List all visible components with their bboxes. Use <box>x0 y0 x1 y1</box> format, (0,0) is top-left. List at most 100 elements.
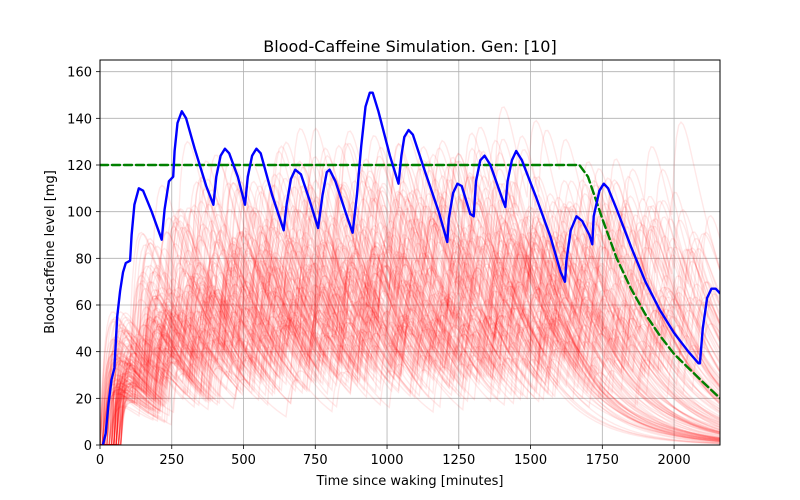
population-curve <box>100 339 720 445</box>
population-curve <box>100 211 720 445</box>
x-tick-label: 1250 <box>442 453 475 468</box>
population-curve <box>100 286 720 445</box>
population-curve <box>100 106 720 445</box>
population-curve <box>100 316 720 445</box>
population-curve <box>100 295 720 445</box>
population-curve <box>100 260 720 445</box>
population-curve <box>100 134 720 445</box>
population-curve <box>100 295 720 445</box>
x-tick-label: 1000 <box>370 453 403 468</box>
population-curve <box>100 228 720 445</box>
population-curve <box>100 210 720 445</box>
plot-frame <box>99 59 721 446</box>
population-curve <box>100 237 720 445</box>
x-tick-label: 2000 <box>658 453 691 468</box>
population-curve <box>100 340 720 445</box>
population-curve <box>100 208 720 445</box>
population-curve <box>100 224 720 445</box>
population-curve <box>100 309 720 445</box>
population-curve <box>100 264 720 445</box>
population-curve <box>100 232 720 445</box>
population-curve <box>100 263 720 445</box>
population-curve <box>100 304 720 445</box>
population-curve <box>100 223 720 445</box>
target-curve <box>100 163 720 400</box>
population-curve <box>100 219 720 445</box>
population-curve <box>100 147 720 445</box>
population-curve <box>100 315 720 445</box>
plot-background <box>100 60 720 445</box>
population-curve <box>100 142 720 445</box>
population-curve <box>100 226 720 445</box>
population-curve <box>100 231 720 445</box>
population-curve <box>100 207 720 445</box>
population-curve <box>100 313 720 445</box>
population-curve <box>100 175 720 445</box>
population-curve <box>100 266 720 445</box>
population-curve <box>100 309 720 445</box>
population-curve <box>100 316 720 445</box>
population-curve <box>100 166 720 445</box>
population-curve <box>100 278 720 445</box>
population-curve <box>100 145 720 445</box>
population-curve <box>100 290 720 445</box>
population-curve <box>100 294 720 445</box>
population-curve <box>100 282 720 445</box>
y-tick-label: 0 <box>84 439 92 454</box>
population-curve <box>100 252 720 445</box>
population-curve <box>100 179 720 445</box>
population-curve <box>100 188 720 445</box>
population-curve <box>100 260 720 445</box>
population-curve <box>100 258 720 445</box>
population-curve <box>100 290 720 445</box>
population-curve <box>100 325 720 445</box>
population-curve <box>100 241 720 445</box>
population-curve <box>100 158 720 445</box>
population-curve <box>100 129 720 445</box>
population-curve <box>100 195 720 445</box>
population-curve <box>100 237 720 445</box>
population-curve <box>100 246 720 445</box>
population-curve <box>100 180 720 445</box>
population-curve <box>100 314 720 445</box>
population-curve <box>100 212 720 445</box>
population-curve <box>100 196 720 445</box>
y-tick-label: 140 <box>67 112 92 127</box>
population-curve <box>100 263 720 445</box>
population-curve <box>100 209 720 445</box>
population-curve <box>100 250 720 445</box>
population-curve <box>100 271 720 445</box>
population-curve <box>100 192 720 445</box>
population-curve <box>100 212 720 445</box>
y-tick-label: 100 <box>67 206 92 221</box>
population-curve <box>100 280 720 445</box>
population-curve <box>100 284 720 445</box>
population-curve <box>100 252 720 445</box>
population-curve <box>100 253 720 445</box>
population-curve <box>100 319 720 445</box>
population-curve <box>100 146 720 445</box>
population-curve <box>100 236 720 445</box>
population-curve <box>100 142 720 445</box>
population-curve <box>100 254 720 445</box>
population-curve <box>100 315 720 445</box>
population-curve <box>100 160 720 445</box>
population-curve <box>100 198 720 445</box>
population-curve <box>100 191 720 445</box>
x-tick-label: 1750 <box>586 453 619 468</box>
population-curve <box>100 284 720 445</box>
x-tick-label: 500 <box>231 453 256 468</box>
population-curve <box>100 258 720 445</box>
population-curves <box>100 106 720 445</box>
population-curve <box>100 179 720 445</box>
population-curve <box>100 223 720 445</box>
population-curve <box>100 300 720 445</box>
population-curve <box>100 275 720 445</box>
population-curve <box>100 314 720 445</box>
population-curve <box>100 297 720 445</box>
x-tick-label: 750 <box>303 453 328 468</box>
population-curve <box>100 157 720 445</box>
population-curve <box>100 193 720 445</box>
x-axis-label: Time since waking [minutes] <box>316 474 504 489</box>
